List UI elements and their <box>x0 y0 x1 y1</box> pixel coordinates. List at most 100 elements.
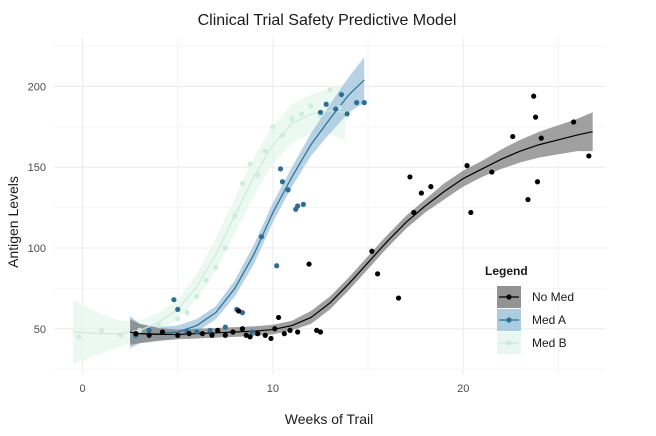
x-axis-title: Weeks of Trail <box>285 411 373 427</box>
med-a-point <box>274 263 280 269</box>
med-a-point <box>338 91 345 98</box>
no-med-point <box>236 308 242 314</box>
med-b-point <box>118 332 124 338</box>
tick-labels: 0 10 20 50 100 150 200 <box>28 81 470 395</box>
med-b-point <box>327 87 333 93</box>
med-a-point <box>171 297 177 303</box>
confidence-bands <box>73 57 593 365</box>
no-med-legend-point <box>506 294 512 300</box>
data-points <box>76 87 592 342</box>
med-b-legend-point <box>506 340 512 346</box>
med-b-legend-label: Med B <box>532 336 567 350</box>
med-a-point <box>285 187 291 193</box>
no-med-legend-label: No Med <box>532 290 574 304</box>
no-med-point <box>374 271 381 277</box>
no-med-point <box>428 184 434 190</box>
no-med-point <box>369 248 375 254</box>
med-a-legend-point <box>506 317 512 323</box>
med-b-point <box>232 213 238 219</box>
med-b-point <box>76 334 82 340</box>
med-a-point <box>277 166 284 172</box>
med-b-point <box>203 277 209 283</box>
no-med-point <box>468 209 474 216</box>
no-med-point <box>464 163 470 169</box>
med-b-fit-line <box>73 110 346 335</box>
no-med-point <box>175 332 181 338</box>
med-a-point <box>146 327 152 333</box>
legend-items: No Med Med A Med B <box>497 286 574 354</box>
med-b-point <box>298 111 305 117</box>
med-a-point <box>207 327 213 333</box>
med-b-point <box>194 293 200 300</box>
no-med-point <box>276 314 282 321</box>
med-a-point <box>222 324 228 330</box>
y-tick-label: 200 <box>28 81 46 93</box>
med-b-point <box>308 103 314 109</box>
med-a-point <box>354 100 360 106</box>
no-med-point <box>146 332 152 338</box>
x-tick-label: 0 <box>79 383 85 395</box>
no-med-point <box>133 331 139 337</box>
med-a-point <box>295 203 301 209</box>
chart-title: Clinical Trial Safety Predictive Model <box>198 12 457 29</box>
med-a-point <box>300 201 306 207</box>
no-med-confidence-band <box>130 112 593 345</box>
no-med-point <box>239 326 246 332</box>
med-a-point <box>279 179 286 185</box>
y-tick-label: 150 <box>28 162 46 174</box>
med-b-point <box>184 310 190 316</box>
med-a-point <box>323 101 329 107</box>
no-med-point <box>407 174 413 180</box>
med-b-point <box>270 124 276 130</box>
no-med-point <box>295 329 301 335</box>
med-a-point <box>258 234 265 240</box>
med-b-point <box>222 245 228 251</box>
no-med-point <box>215 327 221 333</box>
no-med-point <box>247 334 253 340</box>
med-b-point <box>137 327 143 333</box>
legend-title: Legend <box>485 264 528 278</box>
med-a-point <box>194 329 200 335</box>
no-med-point <box>186 331 192 337</box>
no-med-point <box>317 329 324 335</box>
no-med-point <box>411 209 417 216</box>
med-a-point <box>175 306 181 312</box>
med-b-point <box>239 180 246 186</box>
med-a-point <box>317 109 324 115</box>
no-med-point <box>531 93 537 99</box>
x-tick-label: 10 <box>267 383 279 395</box>
no-med-point <box>268 335 274 342</box>
med-a-point <box>344 111 350 117</box>
no-med-point <box>534 179 541 185</box>
y-tick-label: 100 <box>28 243 46 255</box>
med-b-confidence-band <box>73 83 346 365</box>
no-med-point <box>159 329 166 335</box>
no-med-point <box>222 332 228 338</box>
no-med-point <box>230 329 236 335</box>
med-b-point <box>289 116 295 122</box>
med-b-point <box>213 264 219 270</box>
no-med-point <box>510 133 516 140</box>
med-a-point <box>333 106 339 112</box>
no-med-point <box>395 295 402 301</box>
y-axis-title: Antigen Levels <box>5 176 21 268</box>
no-med-point <box>571 119 577 125</box>
med-b-point <box>255 172 261 178</box>
med-a-point <box>361 100 367 106</box>
med-a-legend-label: Med A <box>532 313 566 327</box>
no-med-point <box>525 196 531 203</box>
no-med-point <box>281 331 287 337</box>
no-med-point <box>209 332 215 338</box>
med-b-point <box>262 148 268 154</box>
no-med-point <box>255 331 261 337</box>
no-med-point <box>199 331 206 337</box>
med-b-point <box>247 161 253 167</box>
no-med-point <box>262 332 268 338</box>
med-a-point <box>249 329 255 335</box>
legend: Legend No Med Med A Med B <box>485 264 574 354</box>
no-med-point <box>489 169 495 175</box>
no-med-point <box>272 326 278 332</box>
no-med-point <box>538 135 544 141</box>
